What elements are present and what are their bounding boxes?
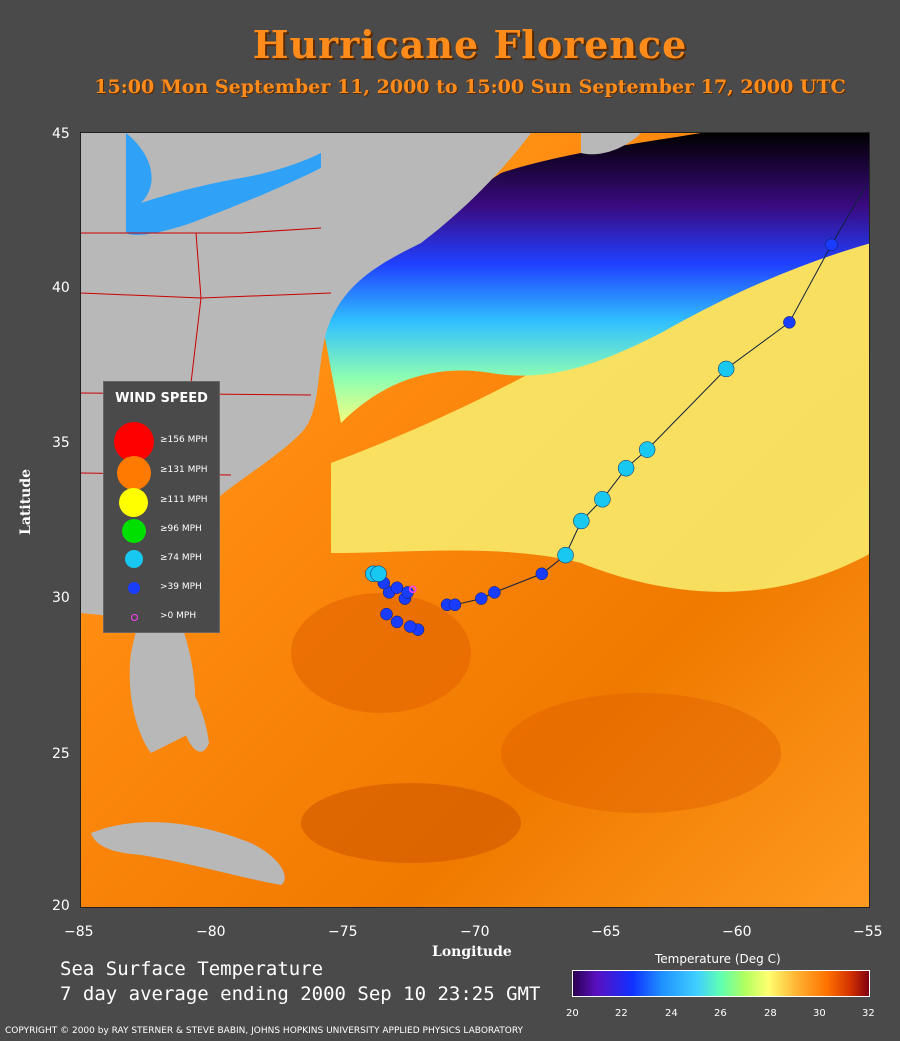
track-point	[638, 441, 656, 458]
track-point	[573, 512, 590, 530]
warm-patch	[301, 783, 521, 863]
lat-tick: 35	[52, 435, 70, 451]
legend-swatch	[119, 488, 148, 517]
legend-label: >39 MPH	[160, 582, 202, 592]
x-axis-label: Longitude	[432, 944, 512, 960]
track-point	[783, 316, 796, 329]
track-point	[594, 491, 611, 508]
lon-tick: −65	[591, 924, 621, 940]
legend-item: >0 MPH	[104, 600, 219, 628]
colorbar-title: Temperature (Deg C)	[655, 952, 781, 966]
legend-title: WIND SPEED	[115, 391, 208, 406]
legend-label: ≥96 MPH	[160, 524, 202, 534]
track-point	[448, 598, 462, 612]
track-point	[390, 581, 404, 594]
wind-speed-legend: WIND SPEED ≥156 MPH ≥131 MPH ≥111 MPH ≥9…	[103, 381, 220, 633]
legend-item: ≥156 MPH	[104, 422, 219, 462]
legend-swatch	[131, 614, 138, 621]
lon-tick: −80	[196, 924, 226, 940]
legend-swatch	[114, 422, 154, 462]
legend-swatch	[122, 519, 146, 543]
land-cuba	[91, 822, 285, 885]
land-north-america	[81, 133, 531, 753]
colorbar-tick: 24	[665, 1008, 678, 1019]
track-point	[390, 615, 404, 629]
copyright-notice: COPYRIGHT © 2000 by RAY STERNER & STEVE …	[5, 1026, 524, 1036]
track-point	[825, 238, 838, 251]
lon-tick: −55	[853, 924, 883, 940]
track-point	[409, 585, 417, 594]
lat-tick: 25	[52, 746, 70, 762]
track-point	[380, 607, 393, 621]
lat-tick: 30	[52, 590, 70, 606]
lon-tick: −60	[722, 924, 752, 940]
land-florida	[141, 623, 209, 752]
lon-tick: −85	[64, 924, 94, 940]
legend-item: ≥96 MPH	[104, 513, 219, 543]
legend-swatch	[117, 456, 151, 490]
track-point	[370, 565, 387, 583]
legend-swatch	[128, 582, 140, 594]
colorbar-tick: 22	[615, 1008, 628, 1019]
lon-tick: −75	[328, 924, 358, 940]
colorbar-tick: 20	[566, 1008, 579, 1019]
legend-label: ≥156 MPH	[160, 435, 208, 445]
map-canvas	[81, 133, 869, 907]
colorbar-tick: 26	[714, 1008, 727, 1019]
sst-caption-line1: Sea Surface Temperature	[60, 958, 324, 980]
legend-item: ≥74 MPH	[104, 542, 219, 570]
sst-caption-line2: 7 day average ending 2000 Sep 10 23:25 G…	[60, 983, 541, 1005]
track-point	[717, 360, 735, 378]
track-point	[488, 586, 501, 599]
lon-tick: −70	[460, 924, 490, 940]
legend-label: ≥74 MPH	[160, 553, 202, 563]
map-title: Hurricane Florence	[252, 22, 688, 67]
colorbar-tick: 28	[764, 1008, 777, 1019]
colorbar-tick: 32	[862, 1008, 875, 1019]
legend-label: >0 MPH	[160, 611, 197, 621]
legend-item: ≥131 MPH	[104, 454, 219, 490]
sst-map	[80, 132, 870, 908]
legend-item: ≥111 MPH	[104, 484, 219, 517]
y-axis-label: Latitude	[18, 468, 34, 535]
warm-patch	[501, 693, 781, 813]
hurricane-track	[365, 185, 867, 636]
land-nova-scotia	[581, 133, 641, 155]
track-point	[557, 546, 574, 564]
track-point	[475, 592, 488, 605]
temperature-colorbar	[572, 970, 870, 997]
legend-swatch	[125, 550, 143, 568]
great-lakes	[126, 133, 321, 235]
track-point	[617, 459, 635, 477]
map-subtitle: 15:00 Mon September 11, 2000 to 15:00 Su…	[94, 76, 846, 98]
colorbar-tick: 30	[813, 1008, 826, 1019]
lat-tick: 20	[52, 898, 70, 914]
track-point	[535, 567, 549, 581]
legend-label: ≥131 MPH	[160, 465, 208, 475]
lat-tick: 40	[52, 280, 70, 296]
legend-item: >39 MPH	[104, 571, 219, 599]
warm-band	[331, 223, 869, 592]
lat-tick: 45	[52, 126, 70, 142]
legend-label: ≥111 MPH	[160, 495, 208, 505]
track-point	[403, 620, 417, 633]
warm-patch	[291, 593, 471, 713]
